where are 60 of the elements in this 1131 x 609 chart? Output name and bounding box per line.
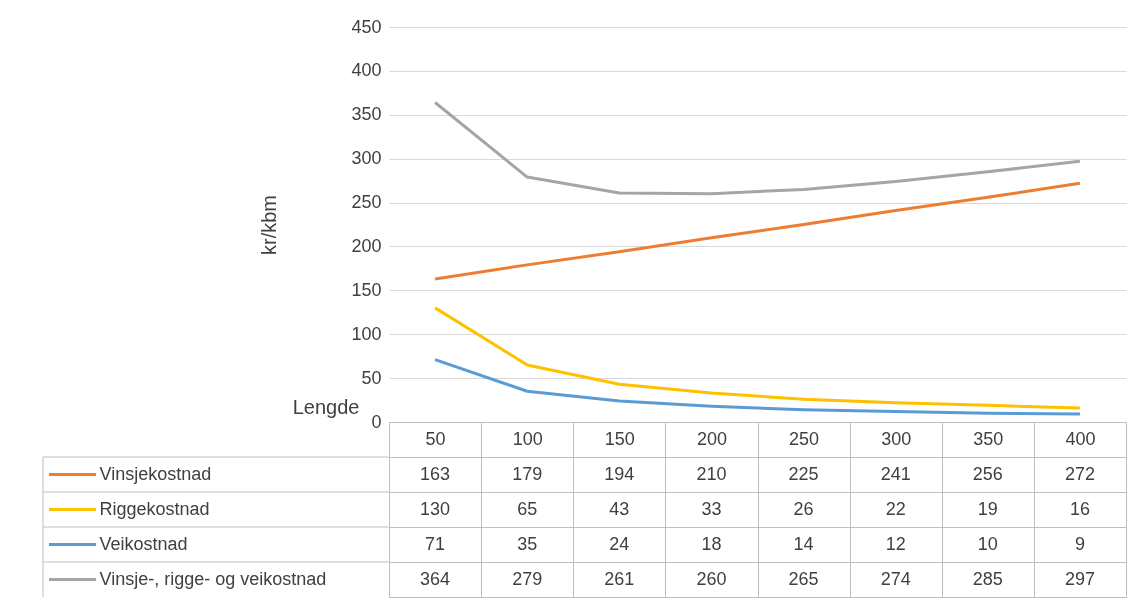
data-label: 179 (512, 463, 543, 484)
data-label: 364 (420, 568, 451, 589)
data-label: 43 (609, 498, 630, 519)
x-axis-title: Lengde (292, 395, 360, 418)
data-label: 279 (512, 568, 543, 589)
y-tick-label: 0 (371, 411, 382, 432)
data-label: 225 (788, 463, 819, 484)
line-series (433, 358, 1082, 416)
data-label: 14 (793, 533, 814, 554)
data-label: 24 (609, 533, 630, 554)
x-tick-label: 400 (1065, 429, 1096, 449)
legend-label: Riggekostnad (99, 499, 210, 519)
data-label: 256 (972, 463, 1003, 484)
data-label: 26 (793, 498, 814, 519)
y-tick-label: 100 (351, 323, 382, 344)
y-tick-label: 450 (351, 16, 382, 37)
data-label: 241 (880, 463, 911, 484)
x-tick-label: 150 (604, 429, 635, 449)
data-label: 16 (1069, 498, 1090, 519)
data-label: 260 (696, 568, 727, 589)
line-series (433, 181, 1082, 281)
line-series (433, 306, 1082, 410)
data-label: 194 (604, 463, 635, 484)
y-tick-label: 150 (351, 279, 382, 300)
line-series (433, 100, 1082, 196)
data-label: 285 (972, 568, 1003, 589)
x-tick-label: 250 (789, 429, 820, 449)
x-tick-label: 300 (881, 429, 912, 449)
legend-label: Veikostnad (99, 534, 188, 554)
data-label: 10 (977, 533, 998, 554)
data-label: 33 (701, 498, 722, 519)
data-label: 71 (425, 533, 446, 554)
data-label: 163 (420, 463, 451, 484)
data-label: 18 (701, 533, 722, 554)
data-label: 65 (517, 498, 538, 519)
x-tick-label: 100 (512, 429, 543, 449)
data-label: 297 (1064, 568, 1095, 589)
data-label: 261 (604, 568, 635, 589)
x-tick-label: 200 (696, 429, 727, 449)
data-label: 12 (885, 533, 906, 554)
data-label: 272 (1064, 463, 1095, 484)
x-tick-label: 50 (425, 429, 446, 449)
legend-label: Vinsjekostnad (99, 464, 212, 484)
data-label: 265 (788, 568, 819, 589)
y-tick-label: 50 (361, 367, 382, 388)
y-tick-label: 250 (351, 192, 382, 213)
data-label: 130 (420, 498, 451, 519)
y-tick-label: 350 (351, 104, 382, 125)
y-tick-label: 200 (351, 235, 382, 256)
data-label: 274 (880, 568, 911, 589)
y-axis-title: kr/kbm (257, 195, 280, 255)
data-label: 22 (885, 498, 906, 519)
data-label: 210 (696, 463, 727, 484)
y-tick-label: 400 (351, 60, 382, 81)
data-label: 19 (977, 498, 998, 519)
y-tick-label: 300 (351, 148, 382, 169)
x-tick-label: 350 (973, 429, 1004, 449)
legend-label: Vinsje-, rigge- og veikostnad (99, 569, 327, 589)
data-label: 9 (1074, 533, 1085, 554)
data-label: 35 (517, 533, 538, 554)
